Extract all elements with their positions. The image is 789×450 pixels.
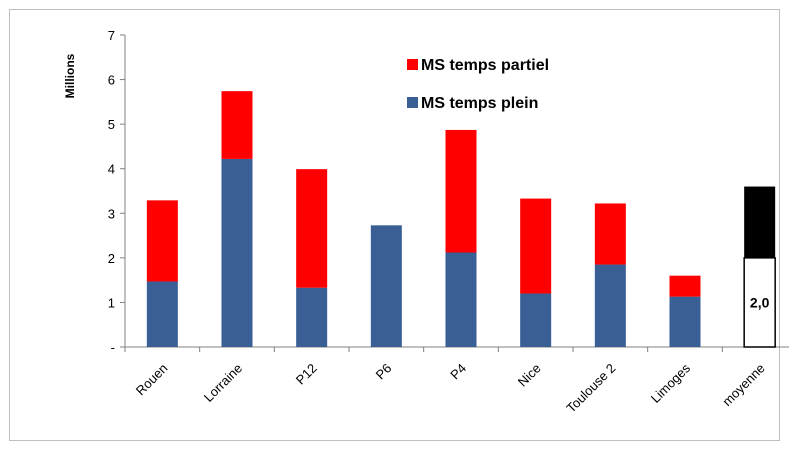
bar-temps-plein xyxy=(146,281,178,347)
bar-temps-partiel xyxy=(445,129,477,253)
bar-temps-plein xyxy=(296,287,328,347)
y-tick-label: 4 xyxy=(108,162,115,177)
data-label-moyenne: 2,0 xyxy=(750,294,770,310)
legend-label: MS temps partiel xyxy=(421,57,549,74)
bar-temps-plein xyxy=(221,158,253,347)
bar-temps-plein xyxy=(445,252,477,347)
bar-temps-plein xyxy=(520,293,552,347)
legend-swatch xyxy=(407,59,418,70)
chart-frame xyxy=(9,9,780,441)
bar-temps-plein xyxy=(669,296,701,347)
y-tick-label: 1 xyxy=(108,295,115,310)
x-category-label: P12 xyxy=(293,361,320,388)
bars xyxy=(146,91,776,348)
x-category-label: P4 xyxy=(447,361,469,383)
y-tick-label: 7 xyxy=(108,28,115,43)
x-category-label: Limoges xyxy=(648,360,694,406)
bar-temps-partiel xyxy=(221,91,253,159)
x-category-label: Rouen xyxy=(133,361,171,399)
bar-temps-partiel xyxy=(594,203,626,265)
bar-temps-partiel xyxy=(146,200,178,282)
bar-moyenne-upper xyxy=(744,186,776,258)
x-category-label: Toulouse 2 xyxy=(563,361,618,416)
y-axis-title: Millions xyxy=(63,53,77,98)
y-tick-label: - xyxy=(111,340,115,355)
bar-temps-partiel xyxy=(520,198,552,294)
bar-temps-partiel xyxy=(296,169,328,288)
bar-moyenne-lower xyxy=(743,257,776,348)
bar-temps-plein xyxy=(370,225,402,347)
legend-label: MS temps plein xyxy=(421,95,538,112)
x-category-label: Lorraine xyxy=(201,361,245,405)
x-category-label: moyenne xyxy=(719,361,767,409)
bar-temps-partiel xyxy=(669,275,701,297)
y-tick-label: 3 xyxy=(108,206,115,221)
legend-swatch xyxy=(407,97,418,108)
y-tick-label: 6 xyxy=(108,73,115,88)
legend: MS temps partiel MS temps plein xyxy=(407,57,549,112)
x-category-label: P6 xyxy=(373,361,395,383)
y-tick-label: 2 xyxy=(108,251,115,266)
bar-temps-plein xyxy=(594,264,626,347)
y-tick-label: 5 xyxy=(108,117,115,132)
x-category-label: Nice xyxy=(515,361,544,390)
